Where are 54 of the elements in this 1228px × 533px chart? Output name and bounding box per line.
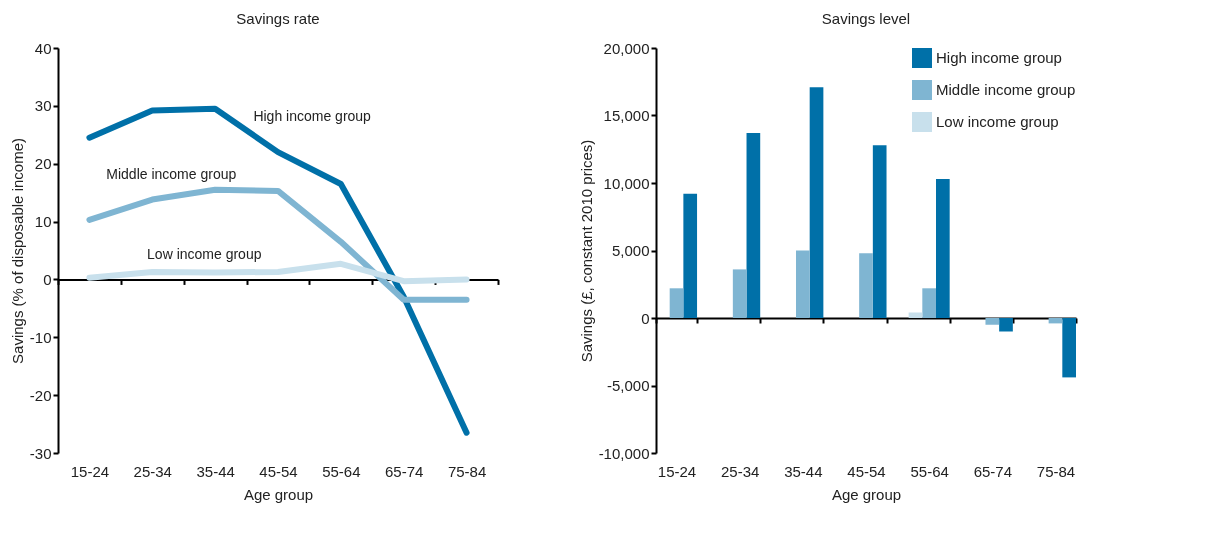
bar [985,318,1000,325]
chart-title: Savings rate [236,10,320,27]
x-axis-title: Age group [243,485,314,503]
y-tick-label: -5,000 [606,377,650,394]
bar [872,145,887,318]
x-tick-label: 75-84 [447,462,487,480]
x-tick-label: 75-84 [1036,462,1076,480]
x-axis-title: Age group [831,485,902,503]
x-tick-label: 15-24 [70,462,110,480]
x-tick-label: 45-54 [259,462,298,480]
y-tick-label: 10 [34,213,52,231]
y-tick-label: -20 [29,386,52,404]
series-label: Middle income group [106,165,237,182]
y-tick-label: 20 [34,155,52,173]
x-tick-label: 45-54 [847,462,886,480]
y-tick-label: 0 [43,270,52,288]
bar [1062,318,1076,378]
x-tick-label: 15-24 [657,462,697,480]
bar [732,269,747,318]
y-tick-label: 10,000 [603,174,650,192]
x-tick-label: 25-34 [133,462,172,480]
legend-label: High income group [936,49,1062,66]
x-tick-label: 35-44 [196,462,235,480]
bar [999,318,1013,332]
bar [809,87,824,318]
y-tick-label: -10 [29,328,52,346]
series-label: Low income group [147,245,262,262]
y-tick-label: 40 [34,39,52,57]
y-tick-label: -10,000 [598,444,650,462]
y-tick-label: 0 [641,309,650,327]
x-tick-label: 35-44 [784,462,823,480]
bar [922,288,936,318]
legend-label: Low income group [936,113,1059,130]
y-tick-label: 30 [34,97,52,115]
bar [859,253,873,318]
y-axis-title: Savings (% of disposable income) [8,138,26,364]
x-tick-label: 55-64 [910,462,949,480]
bar [683,193,698,318]
y-tick-label: 5,000 [611,242,650,259]
chart-title: Savings level [821,10,911,27]
series-label: High income group [253,107,372,124]
y-axis-title: Savings (£, constant 2010 prices) [577,139,595,363]
y-tick-label: -30 [29,444,52,462]
bar [936,178,950,318]
y-tick-label: 20,000 [603,39,650,57]
x-tick-label: 65-74 [973,462,1012,480]
x-tick-label: 25-34 [721,462,760,480]
legend-label: Middle income group [936,81,1076,98]
y-tick-label: 15,000 [603,107,650,124]
bar [746,133,761,318]
bar [796,250,810,318]
x-tick-label: 55-64 [322,462,361,480]
x-tick-label: 65-74 [385,462,424,480]
bar [669,288,684,318]
